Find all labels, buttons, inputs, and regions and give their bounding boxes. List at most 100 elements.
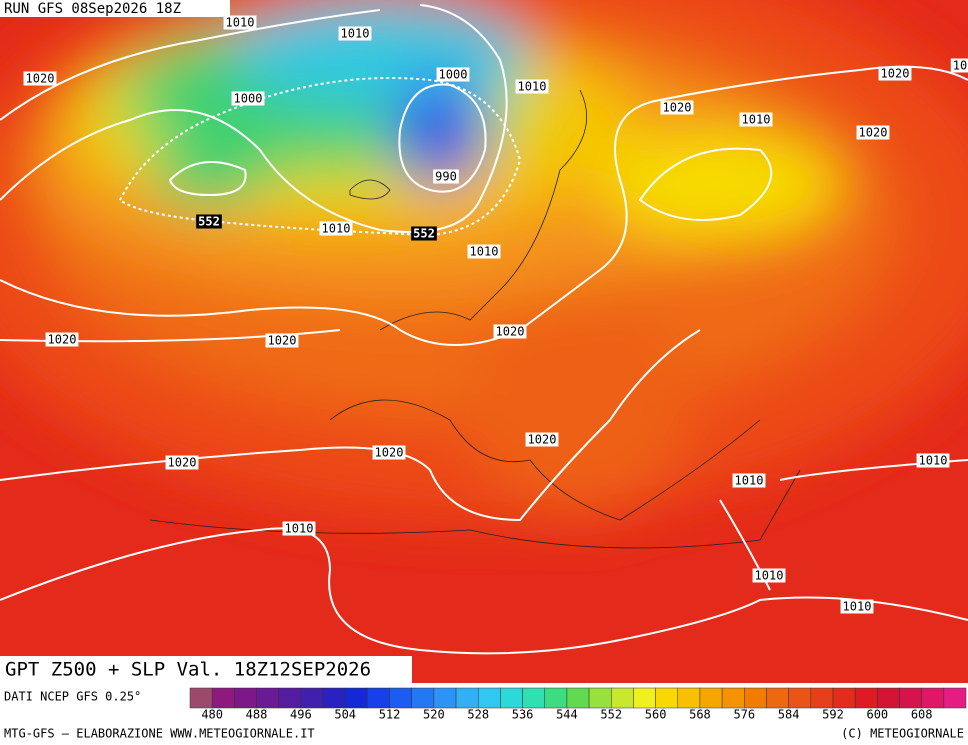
legend-swatch xyxy=(766,687,789,709)
isobar-label-box xyxy=(732,473,766,488)
isobar-label-box xyxy=(372,445,406,460)
z500-label: 552 xyxy=(198,215,220,229)
legend-label: 528 xyxy=(467,708,489,722)
legend-label: 592 xyxy=(822,708,844,722)
legend-swatch xyxy=(677,687,701,709)
legend-swatch xyxy=(477,687,501,709)
legend-swatch xyxy=(389,687,412,709)
legend-swatch xyxy=(256,687,279,709)
isobar-label-box xyxy=(467,244,501,259)
isobar-label: 1010 xyxy=(919,454,948,468)
title-box xyxy=(0,656,412,683)
legend-swatch xyxy=(411,687,435,709)
legend-swatch xyxy=(367,687,390,709)
legend-label: 568 xyxy=(689,708,711,722)
isobar-label-box xyxy=(840,599,874,614)
isobar-label: 10 xyxy=(953,59,967,73)
isobar-label-box xyxy=(878,66,912,81)
map-title: GPT Z500 + SLP Val. 18Z12SEP2026 xyxy=(5,659,371,681)
legend-swatch xyxy=(899,687,922,709)
legend-label: 520 xyxy=(423,708,445,722)
isobar-label: 1020 xyxy=(528,433,557,447)
legend-swatch xyxy=(832,687,856,709)
legend-swatch xyxy=(744,687,767,709)
run-label: RUN GFS 08Sep2026 18Z xyxy=(4,1,181,17)
isobar-label: 1020 xyxy=(663,101,692,115)
legend-swatch xyxy=(588,687,612,709)
legend-label: 512 xyxy=(379,708,401,722)
isobar-label-box xyxy=(338,26,372,41)
isobar-label-box xyxy=(515,79,549,94)
legend-swatch xyxy=(344,687,368,709)
isobar-label: 1020 xyxy=(168,456,197,470)
legend-swatch xyxy=(234,687,257,709)
legend-swatch xyxy=(500,687,523,709)
isobar-label-box xyxy=(282,521,316,536)
isobar-label: 1010 xyxy=(341,27,370,41)
legend-swatch xyxy=(788,687,812,709)
isobar-label: 1020 xyxy=(26,72,55,86)
isobar-label: 1010 xyxy=(285,522,314,536)
copyright-label: (C) METEOGIORNALE xyxy=(841,727,964,741)
isobar-label-box xyxy=(752,568,786,583)
credit-label: MTG-GFS — ELABORAZIONE WWW.METEOGIORNALE… xyxy=(4,727,315,741)
legend-label: 496 xyxy=(290,708,312,722)
isobar-label-box xyxy=(525,432,559,447)
isobar-label-box xyxy=(23,71,57,86)
legend-label: 560 xyxy=(645,708,667,722)
legend-swatch xyxy=(189,687,213,709)
legend-swatch xyxy=(921,687,945,709)
isobar-label-box xyxy=(493,324,527,339)
legend-swatch xyxy=(854,687,878,709)
isobar-label: 1000 xyxy=(439,68,468,82)
legend-swatch xyxy=(943,687,967,709)
z500-label-box xyxy=(196,214,222,229)
legend-label: 536 xyxy=(512,708,534,722)
isobar-label-box xyxy=(319,221,353,236)
isobar-label: 1020 xyxy=(859,126,888,140)
legend-swatch xyxy=(611,687,634,709)
z500-label-box xyxy=(411,226,437,241)
isobar-label-box xyxy=(660,100,694,115)
isobar-label: 1010 xyxy=(470,245,499,259)
coastlines xyxy=(149,89,801,549)
legend-swatch xyxy=(300,687,324,709)
legend-swatch xyxy=(544,687,568,709)
legend-swatch xyxy=(522,687,545,709)
legend-label: 584 xyxy=(778,708,800,722)
legend-label: 504 xyxy=(334,708,356,722)
legend-swatch xyxy=(877,687,900,709)
source-label: DATI NCEP GFS 0.25° xyxy=(4,690,141,704)
legend-swatch xyxy=(655,687,679,709)
isobar-label: 1010 xyxy=(322,222,351,236)
legend-swatch xyxy=(810,687,834,709)
legend-swatch xyxy=(566,687,590,709)
legend-label: 480 xyxy=(201,708,223,722)
isobar-label-box xyxy=(165,455,199,470)
isobar-label-box xyxy=(265,333,299,348)
z500-label: 552 xyxy=(413,227,435,241)
isobar-label: 1010 xyxy=(735,474,764,488)
isobar-label: 1020 xyxy=(268,334,297,348)
isobar-label-box xyxy=(950,58,968,73)
legend-label: 488 xyxy=(246,708,268,722)
legend-swatch xyxy=(721,687,745,709)
isobar-label-box xyxy=(45,332,79,347)
isobars xyxy=(0,4,968,655)
isobar-label: 1000 xyxy=(234,92,263,106)
isobar-label: 1020 xyxy=(375,446,404,460)
legend-swatch xyxy=(699,687,723,709)
legend-swatch xyxy=(633,687,656,709)
map-field xyxy=(0,0,968,683)
legend-label: 544 xyxy=(556,708,578,722)
legend-label: 600 xyxy=(866,708,888,722)
header-box xyxy=(0,0,230,17)
isobar-label: 1010 xyxy=(226,16,255,30)
isobar-label: 1010 xyxy=(755,569,784,583)
isobar-label-box xyxy=(916,453,950,468)
isobar-label: 990 xyxy=(435,170,457,184)
isobar-label: 1020 xyxy=(881,67,910,81)
isobar-label: 1010 xyxy=(742,113,771,127)
